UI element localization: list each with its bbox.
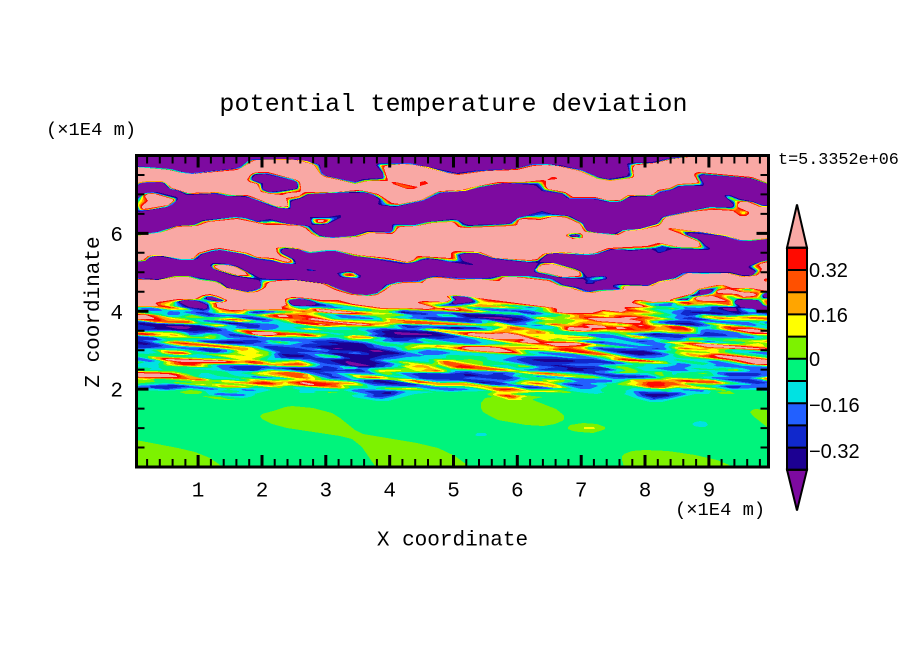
svg-text:2: 2 [256,481,269,504]
svg-text:3: 3 [319,481,332,504]
svg-text:X coordinate: X coordinate [377,530,528,553]
svg-text:Z coordinate: Z coordinate [83,236,106,387]
svg-text:7: 7 [575,481,588,504]
svg-text:6: 6 [511,481,524,504]
svg-text:6: 6 [110,225,123,248]
svg-text:−0.16: −0.16 [809,395,860,417]
svg-text:(×1E4 m): (×1E4 m) [675,499,765,521]
svg-text:8: 8 [639,481,652,504]
svg-text:4: 4 [110,303,123,326]
svg-text:1: 1 [192,481,205,504]
svg-text:0.16: 0.16 [809,305,848,327]
svg-text:t=5.3352e+06: t=5.3352e+06 [778,151,899,170]
svg-text:9: 9 [703,481,716,504]
svg-text:2: 2 [110,381,123,404]
svg-text:0: 0 [809,349,820,371]
svg-text:(×1E4 m): (×1E4 m) [46,119,136,141]
svg-text:potential temperature deviatio: potential temperature deviation [219,90,687,119]
svg-text:0.32: 0.32 [809,260,848,282]
svg-text:4: 4 [383,481,396,504]
svg-text:−0.32: −0.32 [809,441,860,463]
svg-text:5: 5 [447,481,460,504]
